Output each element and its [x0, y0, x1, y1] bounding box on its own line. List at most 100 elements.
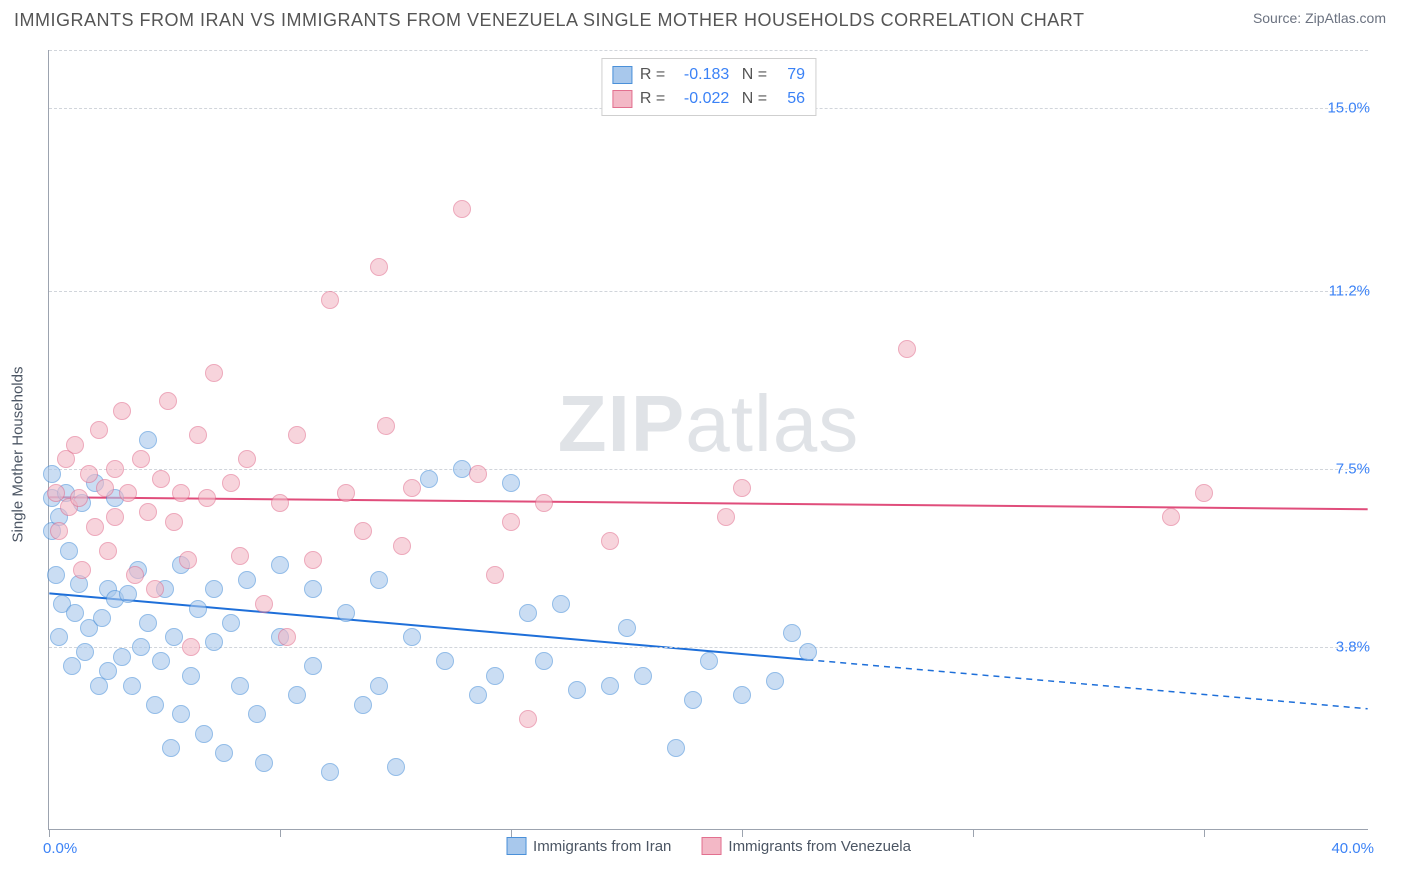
- point-iran: [568, 681, 586, 699]
- point-iran: [189, 600, 207, 618]
- plot-area: ZIPatlas R = -0.183 N = 79 R = -0.022 N …: [48, 50, 1368, 830]
- x-max-label: 40.0%: [1331, 840, 1374, 857]
- point-venezuela: [255, 595, 273, 613]
- point-iran: [436, 652, 454, 670]
- swatch-venezuela-icon: [701, 837, 721, 855]
- point-iran: [165, 628, 183, 646]
- point-iran: [195, 725, 213, 743]
- point-iran: [420, 470, 438, 488]
- point-iran: [132, 638, 150, 656]
- point-venezuela: [96, 479, 114, 497]
- point-venezuela: [222, 474, 240, 492]
- point-iran: [634, 667, 652, 685]
- point-venezuela: [403, 479, 421, 497]
- point-venezuela: [106, 508, 124, 526]
- legend-item-iran: Immigrants from Iran: [506, 837, 671, 855]
- point-iran: [205, 580, 223, 598]
- point-iran: [288, 686, 306, 704]
- swatch-venezuela: [612, 90, 632, 108]
- point-iran: [304, 580, 322, 598]
- point-venezuela: [486, 566, 504, 584]
- point-iran: [766, 672, 784, 690]
- trend-lines: [49, 50, 1368, 829]
- x-tick: [280, 829, 281, 837]
- point-iran: [162, 739, 180, 757]
- y-tick-label: 3.8%: [1336, 639, 1370, 656]
- n-value-iran: 79: [775, 63, 805, 87]
- legend-row-iran: R = -0.183 N = 79: [612, 63, 805, 87]
- point-venezuela: [271, 494, 289, 512]
- point-iran: [182, 667, 200, 685]
- point-venezuela: [377, 417, 395, 435]
- point-iran: [733, 686, 751, 704]
- point-iran: [502, 474, 520, 492]
- point-venezuela: [106, 460, 124, 478]
- point-iran: [519, 604, 537, 622]
- source-label: Source: ZipAtlas.com: [1253, 10, 1386, 26]
- point-venezuela: [1195, 484, 1213, 502]
- point-venezuela: [601, 532, 619, 550]
- series-legend: Immigrants from Iran Immigrants from Ven…: [506, 837, 911, 855]
- grid-line: [49, 291, 1368, 292]
- point-iran: [799, 643, 817, 661]
- r-value-iran: -0.183: [673, 63, 729, 87]
- point-venezuela: [50, 522, 68, 540]
- grid-line: [49, 469, 1368, 470]
- point-iran: [113, 648, 131, 666]
- point-venezuela: [370, 258, 388, 276]
- point-venezuela: [80, 465, 98, 483]
- y-axis-title: Single Mother Households: [10, 367, 27, 543]
- header: IMMIGRANTS FROM IRAN VS IMMIGRANTS FROM …: [0, 0, 1406, 37]
- point-iran: [76, 643, 94, 661]
- point-venezuela: [66, 436, 84, 454]
- point-iran: [222, 614, 240, 632]
- point-venezuela: [119, 484, 137, 502]
- point-venezuela: [453, 200, 471, 218]
- point-iran: [123, 677, 141, 695]
- point-venezuela: [139, 503, 157, 521]
- point-iran: [255, 754, 273, 772]
- point-venezuela: [132, 450, 150, 468]
- point-venezuela: [898, 340, 916, 358]
- point-iran: [172, 705, 190, 723]
- point-venezuela: [189, 426, 207, 444]
- point-iran: [93, 609, 111, 627]
- r-value-venezuela: -0.022: [673, 87, 729, 111]
- point-iran: [684, 691, 702, 709]
- point-iran: [469, 686, 487, 704]
- point-venezuela: [469, 465, 487, 483]
- x-min-label: 0.0%: [43, 840, 77, 857]
- point-iran: [304, 657, 322, 675]
- point-venezuela: [278, 628, 296, 646]
- point-venezuela: [70, 489, 88, 507]
- point-venezuela: [535, 494, 553, 512]
- point-iran: [99, 662, 117, 680]
- legend-label-venezuela: Immigrants from Venezuela: [728, 838, 911, 855]
- correlation-legend: R = -0.183 N = 79 R = -0.022 N = 56: [601, 58, 816, 116]
- point-venezuela: [238, 450, 256, 468]
- point-venezuela: [198, 489, 216, 507]
- point-iran: [552, 595, 570, 613]
- point-iran: [370, 677, 388, 695]
- point-iran: [66, 604, 84, 622]
- point-iran: [601, 677, 619, 695]
- point-venezuela: [1162, 508, 1180, 526]
- point-venezuela: [86, 518, 104, 536]
- n-value-venezuela: 56: [775, 87, 805, 111]
- point-iran: [783, 624, 801, 642]
- y-tick-label: 7.5%: [1336, 460, 1370, 477]
- point-venezuela: [165, 513, 183, 531]
- point-iran: [47, 566, 65, 584]
- point-venezuela: [182, 638, 200, 656]
- legend-item-venezuela: Immigrants from Venezuela: [701, 837, 911, 855]
- point-iran: [403, 628, 421, 646]
- watermark: ZIPatlas: [558, 378, 859, 470]
- point-iran: [205, 633, 223, 651]
- point-iran: [387, 758, 405, 776]
- point-iran: [453, 460, 471, 478]
- point-venezuela: [354, 522, 372, 540]
- point-venezuela: [90, 421, 108, 439]
- point-venezuela: [502, 513, 520, 531]
- point-venezuela: [179, 551, 197, 569]
- point-iran: [354, 696, 372, 714]
